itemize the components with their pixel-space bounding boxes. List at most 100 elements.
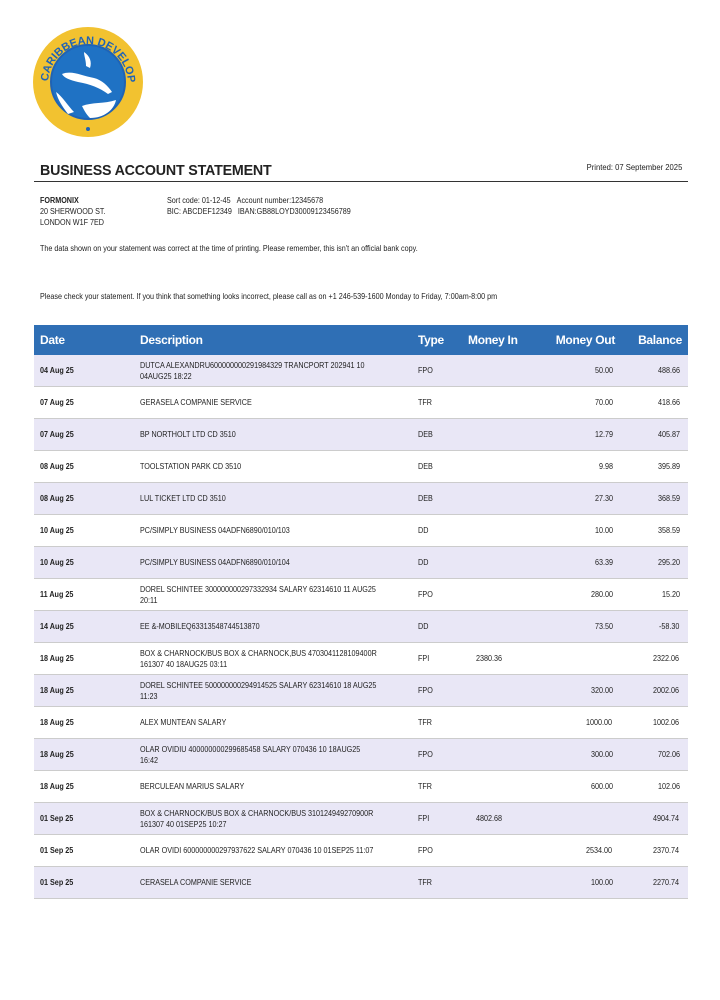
- printed-date: Printed: 07 September 2025: [586, 162, 682, 172]
- money-out-cell: [535, 642, 622, 675]
- type-cell: DD: [412, 514, 462, 547]
- balance-cell: 4904.74: [621, 802, 688, 835]
- type-cell-text: DD: [418, 622, 429, 631]
- date-cell: 10 Aug 25: [34, 514, 120, 547]
- col-type: Type: [418, 333, 444, 347]
- money-in-cell: [462, 770, 536, 803]
- date-cell-text: 18 Aug 25: [40, 750, 74, 759]
- money-out-cell-text: 9.98: [599, 462, 614, 471]
- type-cell-text: FPO: [418, 750, 433, 759]
- iban: IBAN:GB88LOYD30009123456789: [237, 207, 351, 216]
- money-in-cell: [462, 610, 536, 643]
- table-row: 01 Sep 25 CERASELA COMPANIE SERVICE TFR 100…: [34, 866, 688, 899]
- table-row: 08 Aug 25 LUL TICKET LTD CD 3510 DEB 27.30 3…: [34, 482, 688, 515]
- bank-details: Sort code: 01-12-45 Account number:12345…: [167, 195, 351, 217]
- balance-cell-text: 405.87: [657, 430, 680, 439]
- date-cell: 18 Aug 25: [34, 738, 120, 771]
- description-cell-text: GERASELA COMPANIE SERVICE: [140, 398, 252, 407]
- balance-cell: 488.66: [621, 355, 688, 387]
- description-cell: OLAR OVIDI 600000000297937622 SALARY 070…: [120, 834, 412, 867]
- table-row: 18 Aug 25 BOX & CHARNOCK/BUS BOX & CHARNO…: [34, 642, 688, 675]
- type-cell-text: FPO: [418, 590, 433, 599]
- address-line-1: 20 SHERWOOD ST.: [40, 207, 106, 216]
- balance-cell: 2370.74: [621, 834, 688, 867]
- balance-cell-text: -58.30: [659, 622, 680, 631]
- money-out-cell-text: 63.39: [595, 558, 614, 567]
- money-out-cell: 1000.00: [535, 706, 622, 739]
- money-out-cell: 27.30: [535, 482, 622, 515]
- table-row: 10 Aug 25 PC/SIMPLY BUSINESS 04ADFN6890/0…: [34, 514, 688, 547]
- description-cell-text: DOREL SCHINTEE 300000000297332934 SALARY…: [140, 584, 376, 605]
- money-in-cell: [462, 450, 536, 483]
- type-cell: FPO: [412, 738, 462, 771]
- money-in-cell: 2380.36: [462, 642, 536, 675]
- type-cell-text: DD: [418, 526, 429, 535]
- description-cell-text: OLAR OVIDIU 400000000299685458 SALARY 07…: [140, 744, 361, 765]
- balance-cell-text: 488.66: [657, 366, 680, 375]
- table-row: 10 Aug 25 PC/SIMPLY BUSINESS 04ADFN6890/0…: [34, 546, 688, 579]
- date-cell: 08 Aug 25: [34, 450, 120, 483]
- description-cell-text: BOX & CHARNOCK/BUS BOX & CHARNOCK/BUS 31…: [140, 808, 374, 829]
- money-in-cell: [462, 355, 536, 387]
- money-out-cell: 63.39: [535, 546, 622, 579]
- money-out-cell: 73.50: [535, 610, 622, 643]
- date-cell-text: 07 Aug 25: [40, 398, 74, 407]
- type-cell: TFR: [412, 386, 462, 419]
- description-cell: BP NORTHOLT LTD CD 3510: [120, 418, 412, 451]
- money-out-cell: 12.79: [535, 418, 622, 451]
- table-row: 07 Aug 25 GERASELA COMPANIE SERVICE TFR 70.…: [34, 386, 688, 419]
- type-cell: DEB: [412, 450, 462, 483]
- date-cell: 18 Aug 25: [34, 642, 120, 675]
- balance-cell: 1002.06: [621, 706, 688, 739]
- col-balance: Balance: [638, 333, 682, 347]
- description-cell-text: LUL TICKET LTD CD 3510: [140, 494, 226, 503]
- bic: BIC: ABCDEF12349: [167, 207, 232, 216]
- money-out-cell-text: 1000.00: [586, 718, 613, 727]
- money-out-cell: 50.00: [535, 355, 622, 387]
- table-row: 11 Aug 25 DOREL SCHINTEE 3000000002973329…: [34, 578, 688, 611]
- date-cell: 07 Aug 25: [34, 418, 120, 451]
- money-in-cell: [462, 706, 536, 739]
- money-out-cell: 9.98: [535, 450, 622, 483]
- table-row: 14 Aug 25 EE &-MOBILEQ63313548744513870 DD…: [34, 610, 688, 643]
- disclaimer-note: The data shown on your statement was cor…: [40, 244, 418, 253]
- table-row: 01 Sep 25 BOX & CHARNOCK/BUS BOX & CHARNO…: [34, 802, 688, 835]
- money-in-cell: 4802.68: [462, 802, 536, 835]
- description-cell-text: BOX & CHARNOCK/BUS BOX & CHARNOCK,BUS 47…: [140, 648, 377, 669]
- type-cell-text: DD: [418, 558, 429, 567]
- balance-cell: 102.06: [621, 770, 688, 803]
- table-row: 18 Aug 25 ALEX MUNTEAN SALARY TFR 1000.00 10…: [34, 706, 688, 739]
- balance-cell: 358.59: [621, 514, 688, 547]
- type-cell: DEB: [412, 482, 462, 515]
- balance-cell-text: 2002.06: [653, 686, 680, 695]
- type-cell-text: DEB: [418, 430, 433, 439]
- description-cell: ALEX MUNTEAN SALARY: [120, 706, 412, 739]
- description-cell-text: BP NORTHOLT LTD CD 3510: [140, 430, 236, 439]
- money-out-cell-text: 2534.00: [586, 846, 613, 855]
- col-description: Description: [140, 333, 203, 347]
- money-in-cell-text: 4802.68: [476, 814, 503, 823]
- money-out-cell-text: 73.50: [595, 622, 614, 631]
- date-cell-text: 08 Aug 25: [40, 462, 74, 471]
- balance-cell: 418.66: [621, 386, 688, 419]
- balance-cell: 2270.74: [621, 866, 688, 899]
- description-cell-text: CERASELA COMPANIE SERVICE: [140, 878, 252, 887]
- money-out-cell: 2534.00: [535, 834, 622, 867]
- money-in-cell: [462, 738, 536, 771]
- description-cell: TOOLSTATION PARK CD 3510: [120, 450, 412, 483]
- date-cell: 10 Aug 25: [34, 546, 120, 579]
- money-out-cell-text: 27.30: [595, 494, 614, 503]
- type-cell: TFR: [412, 706, 462, 739]
- date-cell-text: 18 Aug 25: [40, 654, 74, 663]
- description-cell: DOREL SCHINTEE 300000000297332934 SALARY…: [120, 578, 412, 611]
- date-cell-text: 04 Aug 25: [40, 366, 74, 375]
- money-out-cell-text: 300.00: [590, 750, 613, 759]
- description-cell: CERASELA COMPANIE SERVICE: [120, 866, 412, 899]
- money-out-cell: 320.00: [535, 674, 622, 707]
- description-cell: LUL TICKET LTD CD 3510: [120, 482, 412, 515]
- date-cell-text: 08 Aug 25: [40, 494, 74, 503]
- page-title: BUSINESS ACCOUNT STATEMENT: [40, 162, 272, 179]
- balance-cell-text: 1002.06: [653, 718, 680, 727]
- date-cell-text: 18 Aug 25: [40, 686, 74, 695]
- address-line-2: LONDON W1F 7ED: [40, 218, 105, 227]
